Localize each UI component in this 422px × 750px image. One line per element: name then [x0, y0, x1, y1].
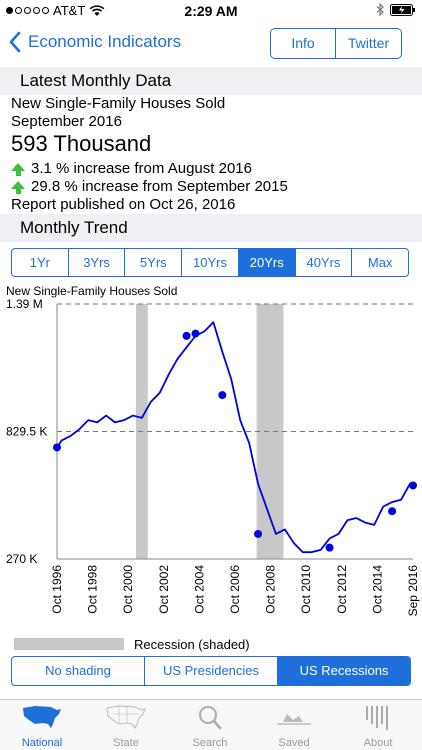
chevron-left-icon — [9, 31, 21, 53]
status-right — [376, 3, 416, 16]
range-button-5yrs[interactable]: 5Yrs — [124, 249, 181, 276]
saved-icon — [277, 714, 311, 725]
range-button-20yrs[interactable]: 20Yrs — [237, 249, 295, 276]
data-point — [254, 529, 263, 538]
chart-title: New Single-Family Houses Sold — [6, 284, 177, 298]
carrier-info: AT&T — [6, 3, 105, 18]
up-arrow-icon — [11, 181, 25, 194]
x-tick-label: Oct 2006 — [228, 565, 242, 614]
recession-legend-label: Recession (shaded) — [134, 637, 250, 652]
back-button-label: Economic Indicators — [28, 32, 182, 51]
year-over-year-change: 29.8 % increase from September 2015 — [11, 178, 288, 196]
signal-strength-icon — [6, 7, 49, 14]
up-arrow-icon — [11, 163, 25, 176]
carrier-name: AT&T — [53, 3, 86, 18]
x-tick-label: Oct 2014 — [370, 565, 384, 614]
tab-state-label: State — [113, 737, 139, 749]
twitter-button[interactable]: Twitter — [335, 29, 401, 58]
tab-search-label: Search — [192, 737, 228, 749]
latest-value: 593 Thousand — [11, 131, 152, 156]
state-map-icon — [106, 705, 146, 729]
x-tick-label: Sep 2016 — [406, 565, 420, 617]
tab-search[interactable]: Search — [168, 700, 252, 750]
y-tick-label: 270 K — [6, 552, 37, 566]
x-tick-label: Oct 2012 — [335, 565, 349, 614]
time-range-control: 1Yr 3Yrs 5Yrs 10Yrs 20Yrs 40Yrs Max — [11, 248, 409, 277]
bluetooth-icon — [376, 3, 384, 16]
report-published: Report published on Oct 26, 2016 — [11, 196, 236, 213]
us-map-icon — [23, 706, 61, 728]
tab-about-label: About — [363, 737, 393, 749]
series-line — [56, 321, 414, 554]
series-name: New Single-Family Houses Sold — [11, 95, 226, 112]
data-period: September 2016 — [11, 113, 122, 130]
range-button-max[interactable]: Max — [351, 249, 408, 276]
x-tick-label: Oct 1996 — [50, 565, 64, 614]
latest-data-header: Latest Monthly Data — [0, 67, 422, 95]
tab-saved-label: Saved — [278, 737, 310, 749]
clock: 2:29 AM — [184, 3, 238, 19]
x-tick-label: Oct 2004 — [192, 565, 206, 614]
shading-button-us-presidencies[interactable]: US Presidencies — [144, 657, 277, 685]
shading-button-no-shading[interactable]: No shading — [45, 663, 111, 678]
data-point — [182, 331, 191, 340]
data-point — [218, 391, 227, 400]
x-tick-label: Oct 2002 — [157, 565, 171, 614]
y-tick-label: 1.39 M — [6, 297, 43, 311]
tab-state[interactable]: State — [84, 700, 168, 750]
yoy-change-text: 29.8 % increase from September 2015 — [31, 178, 288, 195]
search-icon — [199, 706, 222, 730]
info-twitter-control: Info Twitter — [270, 28, 402, 59]
navigation-bar: Economic Indicators Info Twitter — [0, 22, 422, 66]
x-tick-label: Oct 1998 — [86, 565, 100, 614]
month-over-month-change: 3.1 % increase from August 2016 — [11, 160, 252, 178]
data-point — [325, 543, 334, 552]
range-button-3yrs[interactable]: 3Yrs — [67, 249, 125, 276]
x-tick-label: Oct 2010 — [299, 565, 313, 614]
range-button-10yrs[interactable]: 10Yrs — [181, 249, 238, 276]
y-tick-label: 829.5 K — [6, 425, 47, 439]
tab-about[interactable]: About — [336, 700, 420, 750]
info-button[interactable]: Info — [291, 35, 315, 51]
monthly-trend-header: Monthly Trend — [0, 214, 422, 242]
tab-national[interactable]: National — [0, 700, 84, 750]
tab-bar: National State Search Saved About — [0, 699, 422, 750]
wifi-icon — [89, 4, 105, 16]
x-tick-label: Oct 2000 — [121, 565, 135, 614]
status-bar: AT&T 2:29 AM — [0, 0, 422, 22]
back-button[interactable]: Economic Indicators — [8, 31, 181, 53]
shading-control: No shading US Presidencies US Recessions — [11, 656, 411, 686]
mom-change-text: 3.1 % increase from August 2016 — [31, 160, 252, 177]
battery-charging-icon — [390, 3, 415, 16]
about-icon — [366, 706, 388, 730]
range-button-1yr[interactable]: 1Yr — [29, 255, 50, 270]
tab-national-label: National — [21, 737, 63, 749]
tab-saved[interactable]: Saved — [252, 700, 336, 750]
data-point — [191, 329, 200, 338]
data-point — [53, 443, 61, 452]
range-button-40yrs[interactable]: 40Yrs — [294, 249, 352, 276]
x-tick-label: Oct 2008 — [264, 565, 278, 614]
recession-band — [256, 304, 284, 559]
shading-button-us-recessions[interactable]: US Recessions — [277, 657, 410, 685]
data-point — [388, 507, 397, 516]
recession-legend-swatch — [14, 638, 124, 650]
data-point — [409, 481, 417, 490]
